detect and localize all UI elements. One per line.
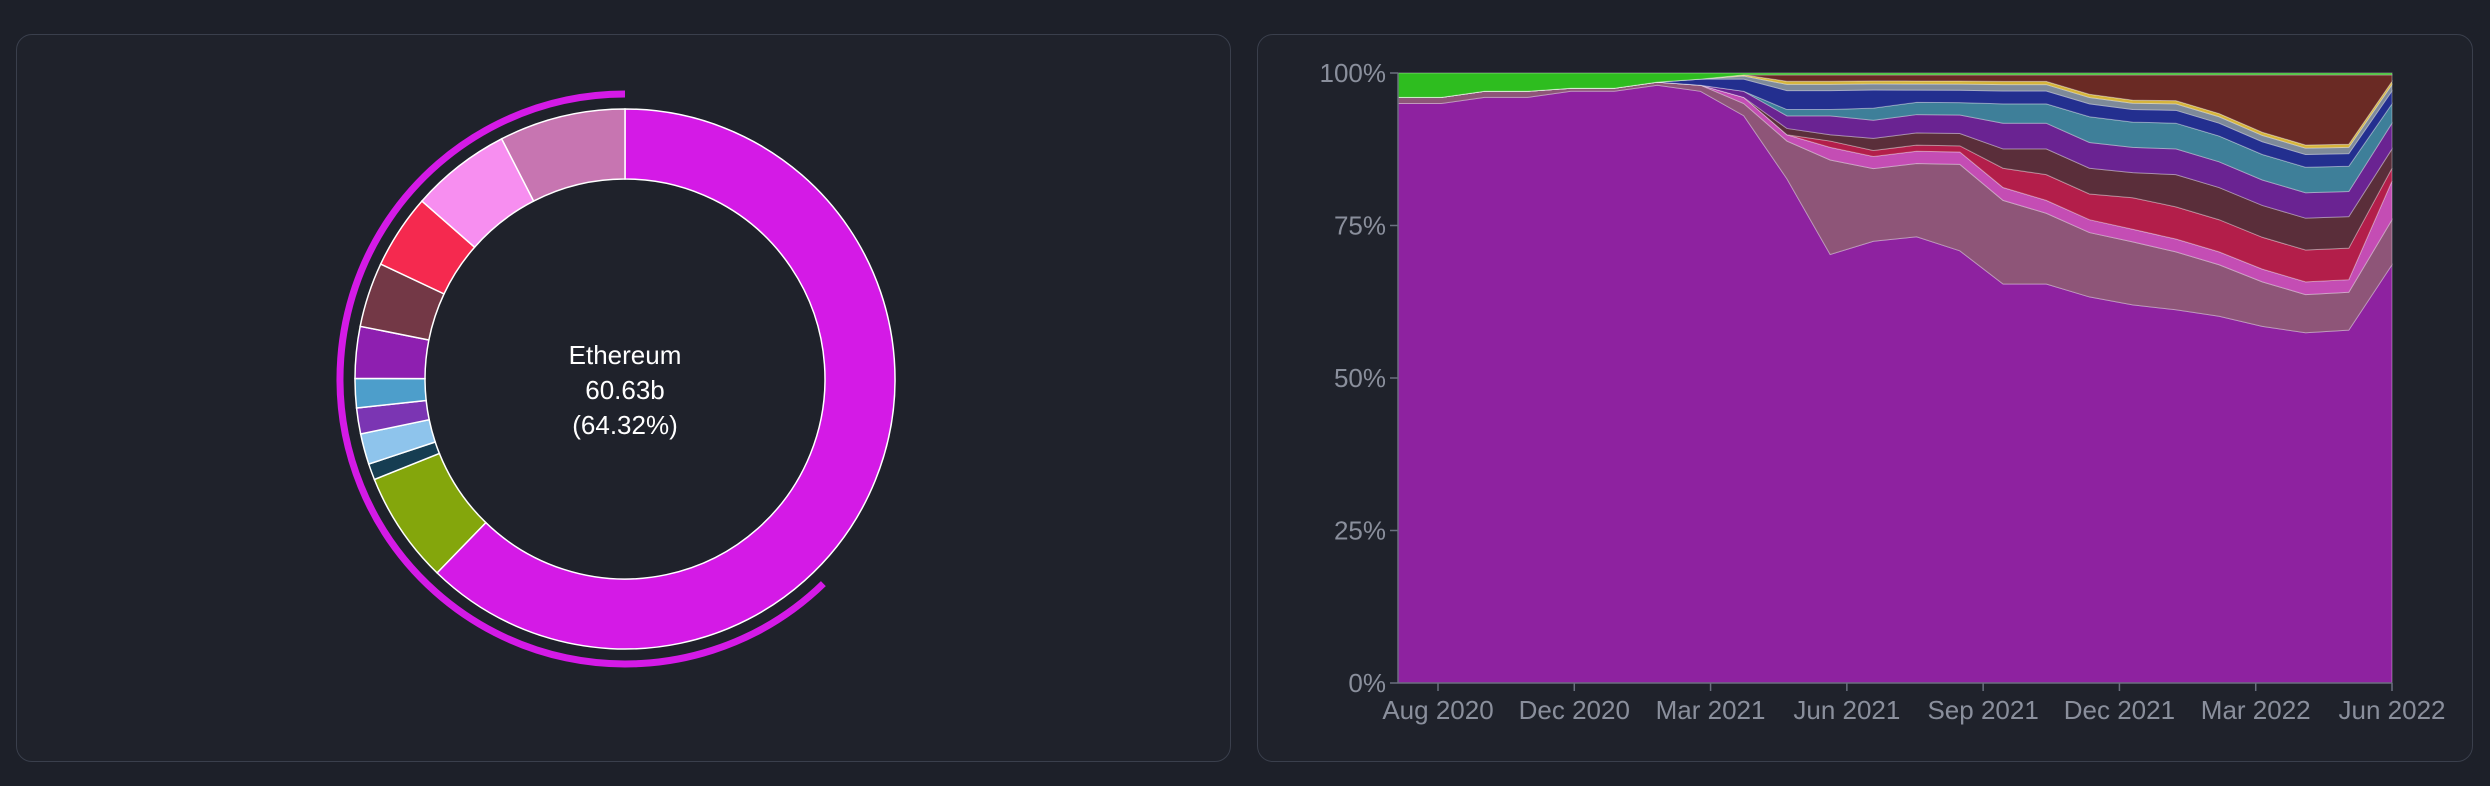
y-axis: 0% 25% 50% 75% 100% [1320,58,1399,698]
area-series[interactable] [1398,81,2393,283]
y-tick-label: 0% [1348,668,1386,698]
y-tick-label: 50% [1334,363,1386,393]
y-tick-label: 100% [1320,58,1387,88]
x-tick-label: Mar 2022 [2201,695,2311,725]
x-tick-label: Sep 2021 [1927,695,2038,725]
donut-slice[interactable] [436,108,896,650]
stacked-area-chart: 0% 25% 50% 75% 100% Aug 2020 Dec 2020 Mar 2021… [1320,58,2446,725]
x-tick-label: Jun 2021 [1793,695,1900,725]
y-tick-label: 25% [1334,516,1386,546]
dominance-panel: 0% 25% 50% 75% 100% Aug 2020 Dec 2020 Mar 2021… [1257,34,2473,762]
center-label-percent: (64.32%) [572,410,678,440]
x-tick-label: Aug 2020 [1382,695,1493,725]
area-series[interactable] [1398,81,2393,219]
center-label-value: 60.63b [585,375,665,405]
donut-slices [354,108,896,650]
center-label-name: Ethereum [569,340,682,370]
distribution-panel: Ethereum 60.63b (64.32%) [16,34,1231,762]
x-tick-label: Mar 2021 [1656,695,1766,725]
area-series[interactable] [1398,81,2393,251]
area-series[interactable] [1397,72,2393,98]
area-series[interactable] [1398,81,2393,194]
donut-chart: Ethereum 60.63b (64.32%) [336,90,896,668]
highlight-arc [336,90,826,668]
x-tick-label: Dec 2021 [2064,695,2175,725]
x-axis: Aug 2020 Dec 2020 Mar 2021 Jun 2021 Sep 2021… [1382,682,2446,725]
area-series[interactable] [1398,81,2393,296]
x-tick-label: Dec 2020 [1519,695,1630,725]
y-tick-label: 75% [1334,211,1386,241]
x-tick-label: Jun 2022 [2339,695,2446,725]
donut-slice[interactable] [500,108,626,203]
area-layers [1397,72,2393,684]
area-series[interactable] [1397,81,2393,334]
